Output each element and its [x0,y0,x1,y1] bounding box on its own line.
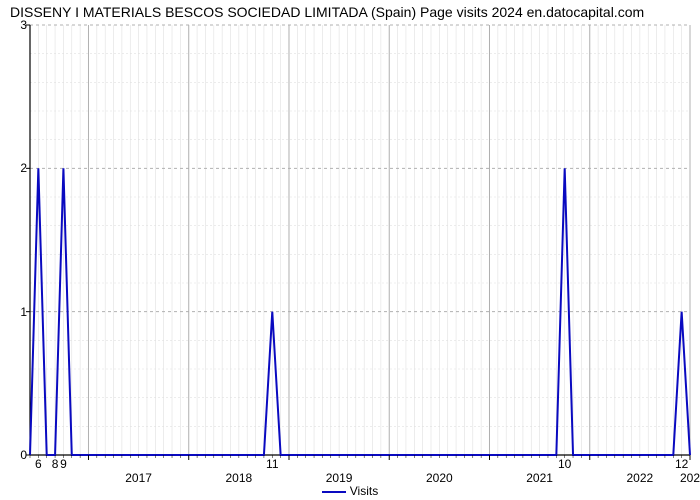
legend-label: Visits [350,484,378,498]
x-tick-year-label: 2019 [326,471,353,485]
y-tick-label: 2 [15,161,27,175]
y-tick-label: 0 [15,448,27,462]
x-tick-minor-label: 10 [558,457,571,471]
chart-title: DISSENY I MATERIALS BESCOS SOCIEDAD LIMI… [10,4,690,20]
y-tick-label: 1 [15,305,27,319]
x-tick-minor-label: 8 [52,457,59,471]
x-tick-minor-label: 9 [60,457,67,471]
x-tick-minor-label: 11 [266,457,278,471]
y-tick-label: 3 [15,18,27,32]
x-tick-year-label: 2022 [627,471,654,485]
legend: Visits [0,484,700,498]
x-tick-year-label: 2017 [125,471,152,485]
x-tick-year-label: 2018 [226,471,253,485]
x-tick-year-label: 202 [680,471,700,485]
x-tick-year-label: 2021 [526,471,553,485]
x-tick-minor-label: 6 [35,457,42,471]
chart-container: DISSENY I MATERIALS BESCOS SOCIEDAD LIMI… [0,0,700,500]
x-tick-minor-label: 12 [675,457,688,471]
chart-svg [30,25,690,455]
x-tick-year-label: 2020 [426,471,453,485]
plot-area [30,25,690,455]
legend-swatch [322,488,346,496]
